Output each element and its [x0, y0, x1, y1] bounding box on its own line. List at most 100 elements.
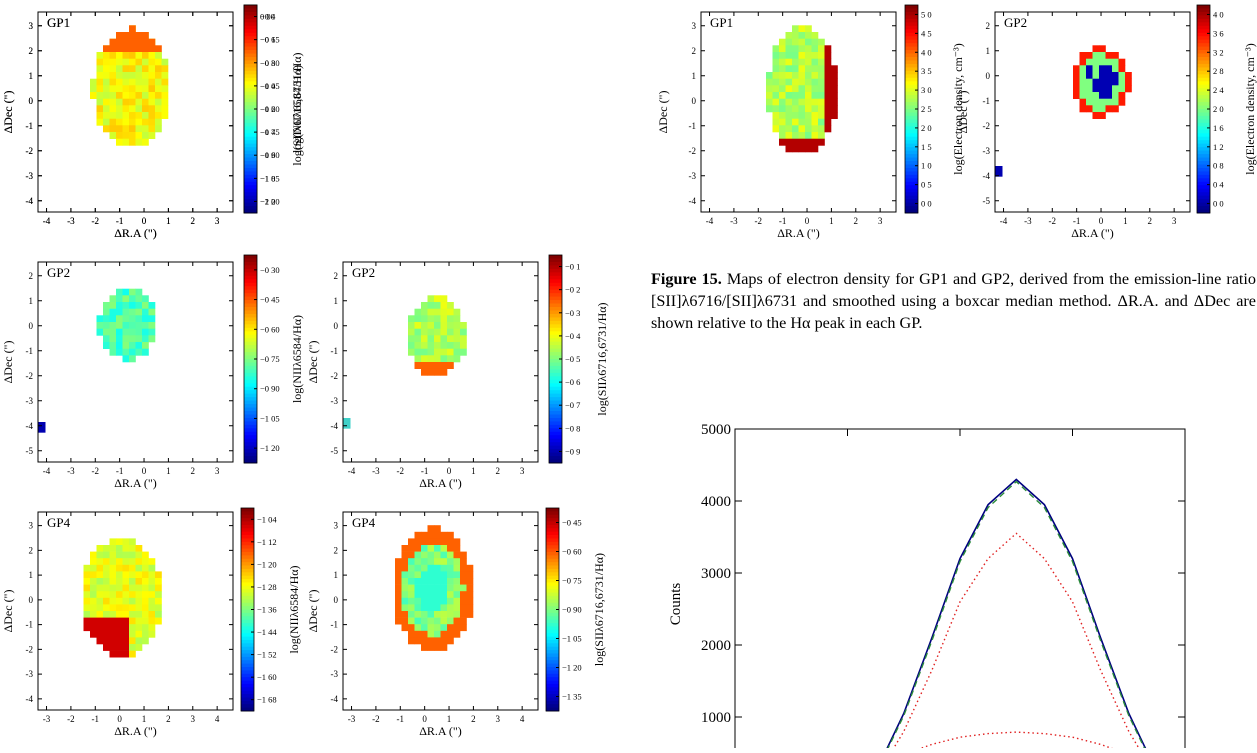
map-pixel [142, 302, 149, 309]
map-pixel [434, 308, 441, 316]
colorbar-segment [244, 313, 257, 318]
colorbar-segment [546, 667, 559, 671]
map-pixel [818, 78, 825, 86]
x-tick-label: 0 [142, 216, 147, 226]
colorbar-segment [244, 327, 257, 332]
colorbar-segment [241, 528, 254, 533]
colorbar-segment [1197, 57, 1210, 61]
map-pixel [1118, 85, 1126, 93]
colorbar-segment [241, 538, 254, 543]
map-pixel [421, 604, 428, 612]
x-tick-label: -1 [116, 216, 124, 226]
map-pixel [90, 604, 97, 612]
map-pixel [772, 125, 780, 133]
colorbar-segment [244, 334, 257, 339]
colorbar-segment [244, 15, 257, 20]
y-tick-label: 1 [692, 71, 697, 81]
map-pixel [142, 342, 149, 349]
map-pixel [122, 288, 130, 296]
map-pixel [408, 328, 415, 336]
map-pixel [1092, 78, 1100, 86]
colorbar-segment [244, 372, 257, 377]
map-pixel [798, 125, 806, 133]
colorbar-tick-label: 4 0 [921, 47, 932, 57]
map-pixel [440, 315, 448, 323]
colorbar-segment [546, 700, 559, 705]
map-pixel [831, 72, 838, 79]
map-pixel [1112, 72, 1119, 79]
y-tick-label: 2 [29, 271, 34, 281]
x-tick-label: 3 [215, 216, 220, 226]
map-pixel [1086, 105, 1093, 113]
map-pixel [109, 551, 117, 559]
map-pixel [135, 564, 143, 572]
map-pixel [440, 571, 448, 579]
map-pixel [1079, 72, 1087, 79]
colorbar-segment [1197, 150, 1210, 155]
map-pixel [414, 617, 422, 625]
x-tick-label: 0 [142, 216, 147, 226]
map-pixel [805, 125, 812, 133]
colorbar-segment [546, 606, 559, 610]
map-pixel [395, 591, 402, 599]
x-tick-label: -1 [779, 216, 787, 226]
map-pixel [142, 322, 149, 329]
map-pixel [440, 558, 448, 566]
colorbar-segment [549, 282, 562, 287]
profile-series-1 [887, 480, 1146, 748]
y-tick-label: 3 [29, 21, 34, 31]
profile-y-tick-label: 1000 [701, 710, 731, 726]
map-pixel [142, 630, 149, 638]
map-pixel [135, 558, 143, 566]
colorbar-segment [244, 36, 257, 41]
colorbar-segment [905, 91, 918, 96]
colorbar-segment [244, 81, 257, 86]
colorbar-tick-label: −1 6 [260, 150, 275, 160]
colorbar-segment [241, 650, 254, 654]
map-pixel [148, 85, 156, 93]
colorbar-tick-label: 0 5 [921, 180, 932, 190]
map-pixel [421, 591, 428, 599]
map-pixel [414, 355, 422, 363]
map-pixel [818, 98, 825, 106]
map-pixel [779, 105, 786, 113]
map-pixel [1112, 85, 1119, 93]
map-pixel [129, 630, 136, 638]
colorbar-segment [244, 435, 257, 440]
map-pixel [453, 538, 461, 546]
map-pixel [135, 348, 143, 356]
profile-y-axis-label: Counts [668, 583, 684, 626]
map-pixel [427, 302, 435, 309]
colorbar-segment [244, 286, 257, 291]
map-pixel [421, 624, 428, 632]
map-pixel [116, 348, 123, 356]
map-pixel [460, 335, 467, 343]
map-pixel [1125, 85, 1132, 93]
colorbar-segment [549, 307, 562, 311]
map-pixel [90, 551, 97, 559]
map-pixel [135, 132, 143, 139]
panel-label: GP1 [47, 15, 70, 30]
map-pixel [447, 630, 454, 638]
map-pixel [811, 72, 819, 79]
map-pixel [142, 105, 149, 113]
y-tick-label: -2 [26, 146, 34, 156]
map-pixel [453, 611, 461, 618]
map-pixel [421, 584, 428, 592]
map-pixel [447, 302, 454, 309]
map-pixel [96, 105, 104, 113]
colorbar-segment [244, 431, 257, 436]
map-pixel [824, 72, 832, 79]
colorbar-segment [1197, 77, 1210, 82]
map-pixel [440, 604, 448, 612]
colorbar-segment [244, 390, 257, 395]
colorbar-segment [549, 383, 562, 388]
map-pixel [414, 551, 422, 559]
map-pixel [1086, 65, 1093, 73]
map-pixel [792, 112, 799, 119]
panel-label: GP2 [1004, 15, 1027, 30]
x-tick-label: -3 [1024, 216, 1032, 226]
map-pixel [421, 308, 428, 316]
